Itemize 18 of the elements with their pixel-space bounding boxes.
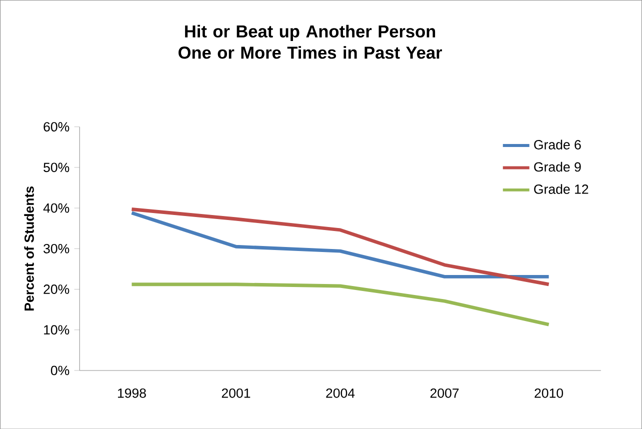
x-tick-label: 2007 [430,388,459,398]
y-tick-label: 10% [44,325,70,334]
line-series [130,282,551,326]
y-tick-label: 50% [44,162,70,172]
y-tick-label: 0% [50,366,70,376]
x-tick-label: 1998 [118,388,146,398]
x-tick-label: 2010 [534,388,564,398]
legend-label: Grade 12 [534,184,588,194]
legend-label: Grade 6 [534,140,581,150]
x-tick-label: 2004 [326,388,355,398]
y-tick-label: 40% [43,203,70,213]
y-tick-label: 20% [44,284,70,294]
y-tick-label: 60% [44,122,70,132]
x-tick-label: 2001 [222,388,250,398]
chart-title: Hit or Beat up Another Person One or More Times in Past Year [178,24,442,59]
y-tick-label: 30% [44,244,70,254]
y-axis-title: Percent of Students [24,186,34,310]
legend-label: Grade 9 [534,162,581,172]
